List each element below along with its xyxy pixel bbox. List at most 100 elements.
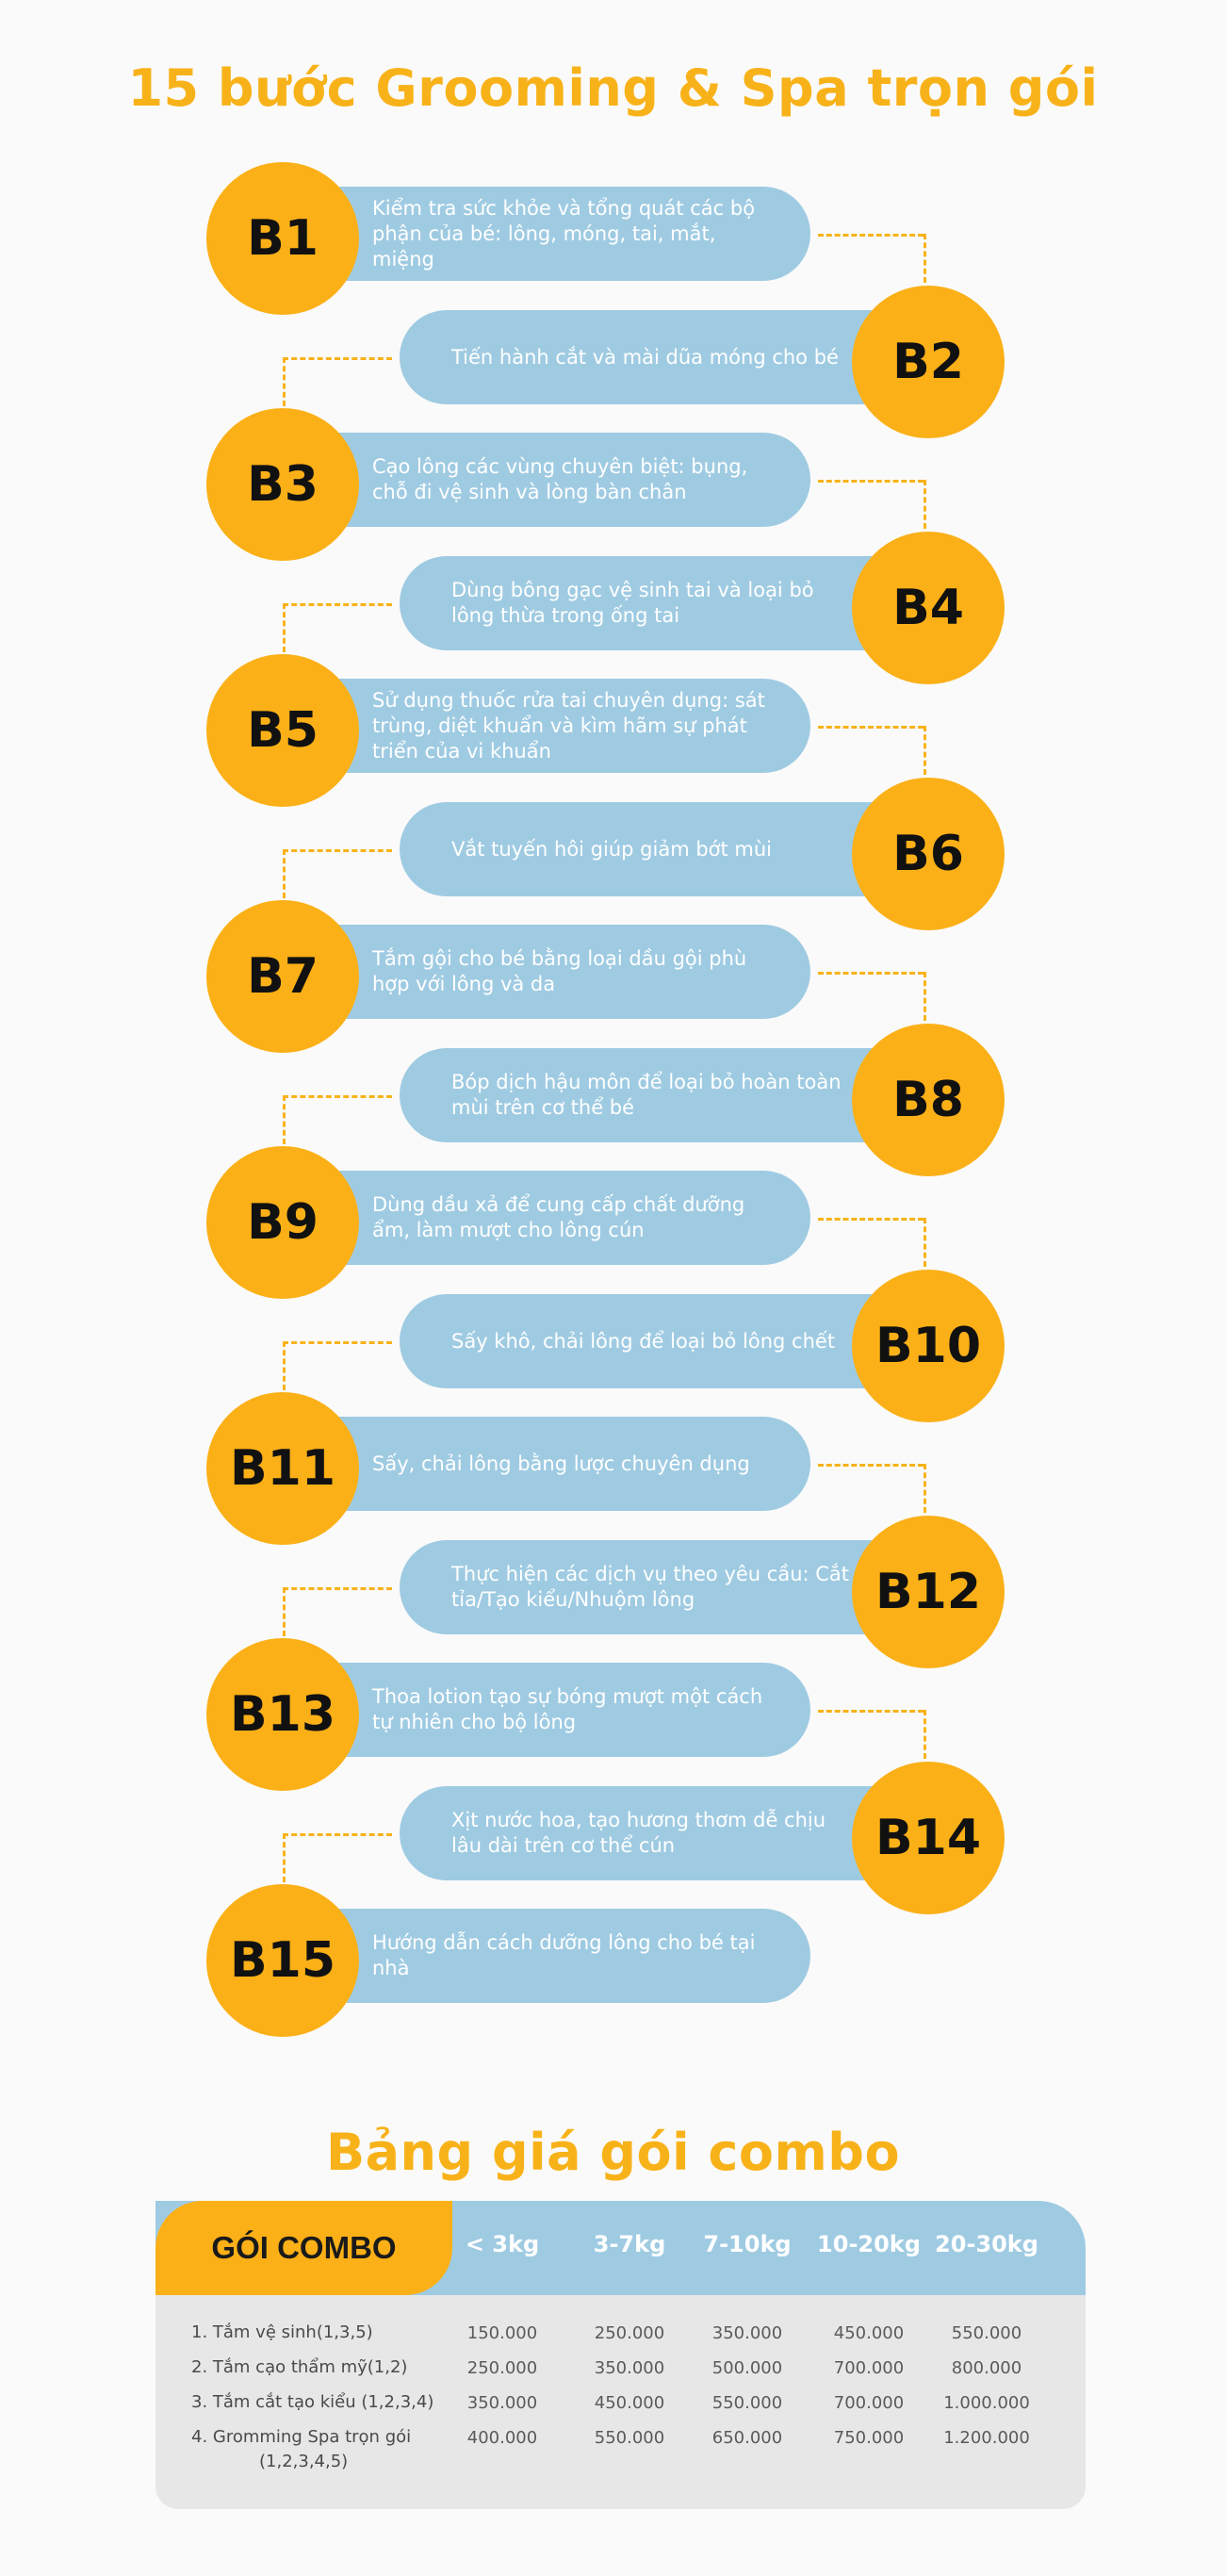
step-text: Dùng bông gạc vệ sinh tai và loại bỏ lôn… [451,579,814,627]
step-7: Tắm gội cho bé bằng loại dầu gội phù hợp… [0,900,1226,1053]
price-cell: 250.000 [594,2323,665,2343]
step-text: Tiến hành cắt và mài dũa móng cho bé [451,345,839,369]
step-text: Cạo lông các vùng chuyên biệt: bụng, chỗ… [372,455,748,503]
price-table: < 3kg 3-7kg 7-10kg 10-20kg 20-30kg 1. Tắm vệ… [155,2201,1086,2509]
price-cell: 1.000.000 [943,2393,1030,2413]
step-badge: B15 [206,1884,359,2037]
step-13: Thoa lotion tạo sự bóng mượt một cách tự… [0,1638,1226,1791]
step-badge: B1 [206,162,359,315]
step-description: Kiểm tra sức khỏe và tổng quát các bộ ph… [320,187,810,281]
connector-line [818,972,924,975]
row-name-text: 4. Gromming Spa trọn gói [191,2427,412,2447]
row-name: 2. Tắm cạo thẩm mỹ(1,2) [191,2355,407,2380]
step-badge: B14 [852,1762,1005,1914]
step-description: Thoa lotion tạo sự bóng mượt một cách tự… [320,1663,810,1757]
step-description: Sử dụng thuốc rửa tai chuyên dụng: sát t… [320,679,810,773]
price-cell: 450.000 [833,2323,905,2343]
connector-line [283,1095,392,1098]
step-15: Hướng dẫn cách dưỡng lông cho bé tại nhà… [0,1884,1226,2037]
price-cell: 400.000 [466,2428,538,2448]
row-name-text-line2: (1,2,3,4,5) [259,2452,349,2471]
step-3: Cạo lông các vùng chuyên biệt: bụng, chỗ… [0,408,1226,561]
price-cell: 550.000 [711,2393,783,2413]
step-2: Tiến hành cắt và mài dũa móng cho bé B2 [0,286,1226,438]
price-cell: 250.000 [466,2358,538,2378]
connector-line [283,357,392,360]
step-description: Thực hiện các dịch vụ theo yêu cầu: Cắt … [400,1540,890,1634]
connector-line [283,1833,392,1836]
combo-label: GÓI COMBO [155,2201,452,2295]
connector-line [818,1710,924,1713]
combo-title: Bảng giá gói combo [325,2123,901,2182]
price-cell: 700.000 [833,2393,905,2413]
step-text: Xịt nước hoa, tạo hương thơm dễ chịu lâu… [451,1809,826,1857]
step-badge: B6 [852,778,1005,930]
step-text: Sấy khô, chải lông để loại bỏ lông chết [451,1329,836,1353]
step-badge: B9 [206,1146,359,1299]
row-name: 3. Tắm cắt tạo kiểu (1,2,3,4) [191,2390,433,2415]
step-text: Tắm gội cho bé bằng loại dầu gội phù hợp… [372,947,747,995]
connector-line [924,726,926,775]
step-description: Tiến hành cắt và mài dũa móng cho bé [400,310,890,404]
step-5: Sử dụng thuốc rửa tai chuyên dụng: sát t… [0,654,1226,807]
step-badge: B11 [206,1392,359,1545]
connector-line [924,1218,926,1267]
connector-line [283,357,286,406]
row-name: 4. Gromming Spa trọn gói (1,2,3,4,5) [191,2425,411,2474]
step-8: Bóp dịch hậu môn để loại bỏ hoàn toàn mù… [0,1024,1226,1176]
price-cell: 550.000 [951,2323,1022,2343]
step-text: Vắt tuyến hôi giúp giảm bớt mùi [451,837,773,861]
price-cell: 650.000 [711,2428,783,2448]
row-name-text: 2. Tắm cạo thẩm mỹ(1,2) [191,2357,408,2377]
column-header: 3-7kg [593,2231,666,2257]
connector-line [924,480,926,529]
step-4: Dùng bông gạc vệ sinh tai và loại bỏ lôn… [0,532,1226,684]
column-header: 7-10kg [703,2231,792,2257]
price-cell: 150.000 [466,2323,538,2343]
step-badge: B2 [852,286,1005,438]
step-description: Sấy, chải lông bằng lược chuyên dụng [320,1417,810,1511]
step-1: Kiểm tra sức khỏe và tổng quát các bộ ph… [0,162,1226,315]
step-text: Thoa lotion tạo sự bóng mượt một cách tự… [372,1685,763,1733]
connector-line [283,849,392,852]
price-cell: 350.000 [466,2393,538,2413]
price-cell: 350.000 [711,2323,783,2343]
step-text: Dùng dầu xả để cung cấp chất dưỡng ẩm, l… [372,1193,745,1241]
price-cell: 500.000 [711,2358,783,2378]
connector-line [283,849,286,898]
row-name-text: 3. Tắm cắt tạo kiểu (1,2,3,4) [191,2392,434,2412]
connector-line [818,234,924,237]
row-name: 1. Tắm vệ sinh(1,3,5) [191,2321,373,2345]
step-badge: B5 [206,654,359,807]
step-description: Vắt tuyến hôi giúp giảm bớt mùi [400,802,890,896]
price-cell: 700.000 [833,2358,905,2378]
step-text: Kiểm tra sức khỏe và tổng quát các bộ ph… [372,196,756,271]
step-description: Tắm gội cho bé bằng loại dầu gội phù hợp… [320,925,810,1019]
column-header: 20-30kg [935,2231,1038,2257]
step-text: Sử dụng thuốc rửa tai chuyên dụng: sát t… [372,688,765,763]
step-text: Sấy, chải lông bằng lược chuyên dụng [372,1452,750,1475]
step-badge: B4 [852,532,1005,684]
step-badge: B13 [206,1638,359,1791]
table-body: 1. Tắm vệ sinh(1,3,5) 150.000 250.000 350.0… [155,2295,1086,2509]
step-badge: B10 [852,1270,1005,1422]
connector-line [283,1587,286,1636]
step-description: Cạo lông các vùng chuyên biệt: bụng, chỗ… [320,433,810,527]
connector-line [283,1341,286,1390]
step-description: Sấy khô, chải lông để loại bỏ lông chết [400,1294,890,1388]
row-name-text: 1. Tắm vệ sinh(1,3,5) [191,2322,373,2342]
step-description: Xịt nước hoa, tạo hương thơm dễ chịu lâu… [400,1786,890,1880]
step-badge: B3 [206,408,359,561]
step-9: Dùng dầu xả để cung cấp chất dưỡng ẩm, l… [0,1146,1226,1299]
step-description: Bóp dịch hậu môn để loại bỏ hoàn toàn mù… [400,1048,890,1142]
price-cell: 800.000 [951,2358,1022,2378]
connector-line [818,726,924,729]
price-cell: 1.200.000 [943,2428,1030,2448]
connector-line [924,972,926,1021]
price-cell: 450.000 [594,2393,665,2413]
step-11: Sấy, chải lông bằng lược chuyên dụng B11 [0,1392,1226,1545]
connector-line [283,603,286,652]
connector-line [283,1341,392,1344]
step-description: Hướng dẫn cách dưỡng lông cho bé tại nhà [320,1909,810,2003]
step-text: Bóp dịch hậu môn để loại bỏ hoàn toàn mù… [451,1071,842,1119]
